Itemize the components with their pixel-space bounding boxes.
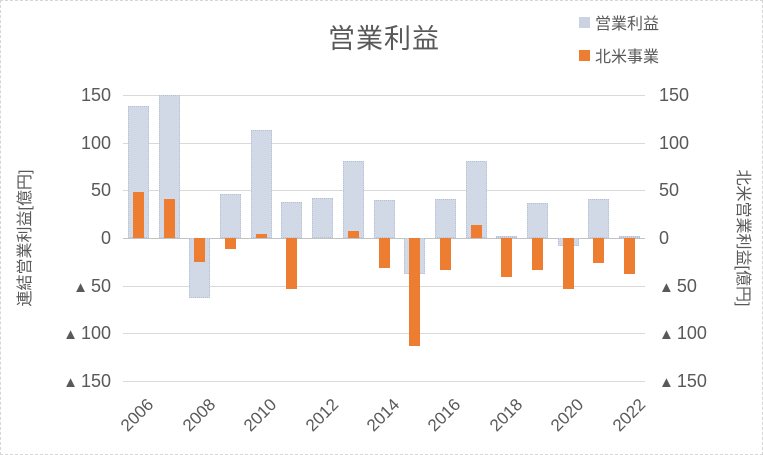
bar-north-america-2013 xyxy=(348,231,359,238)
bar-operating-profit-2012 xyxy=(312,198,333,238)
bar-north-america-2007 xyxy=(164,199,175,238)
plot-area xyxy=(123,95,645,382)
x-axis-tick-label: 2006 xyxy=(117,395,158,436)
bar-operating-profit-2016 xyxy=(435,199,456,238)
negative-triangle-icon: ▲ xyxy=(63,326,81,343)
negative-triangle-icon: ▲ xyxy=(659,279,677,296)
bar-north-america-2022 xyxy=(624,238,635,274)
y-axis-tick-label-left: 50 xyxy=(90,180,111,200)
x-axis-tick-label: 2018 xyxy=(486,395,527,436)
y-axis-tick-label-right: 50 xyxy=(659,180,680,200)
bar-north-america-2011 xyxy=(286,238,297,289)
y-axis-tick-label-right: 100 xyxy=(659,133,690,153)
x-axis-tick-label: 2014 xyxy=(363,395,404,436)
chart-title: 営業利益 xyxy=(328,24,440,54)
bar-north-america-2017 xyxy=(471,225,482,238)
legend-label: 営業利益 xyxy=(595,16,660,33)
x-axis-tick-label: 2008 xyxy=(179,395,220,436)
negative-triangle-icon: ▲ xyxy=(73,279,91,296)
negative-triangle-icon: ▲ xyxy=(659,374,677,391)
y-axis-tick-label-right: ▲50 xyxy=(659,276,697,296)
bar-north-america-2010 xyxy=(256,234,267,238)
gridline xyxy=(123,190,645,191)
bar-operating-profit-2010 xyxy=(251,130,272,238)
bar-north-america-2008 xyxy=(194,238,205,262)
bar-north-america-2018 xyxy=(501,238,512,277)
y-axis-tick-label-right: ▲150 xyxy=(659,371,707,391)
x-axis-tick-label: 2022 xyxy=(609,395,650,436)
bar-operating-profit-2013 xyxy=(343,161,364,238)
x-axis-tick-label: 2012 xyxy=(302,395,343,436)
legend-swatch-orange xyxy=(579,49,590,61)
bar-north-america-2019 xyxy=(532,238,543,270)
negative-triangle-icon: ▲ xyxy=(659,326,677,343)
bar-north-america-2014 xyxy=(379,238,390,268)
bar-operating-profit-2022 xyxy=(619,236,640,238)
right-axis-title: 北米営業利益[億円] xyxy=(734,169,751,307)
left-axis-title: 連結営業利益[億円] xyxy=(17,169,34,307)
y-axis-tick-label-right: ▲100 xyxy=(659,323,707,343)
y-axis-tick-label-left: 150 xyxy=(80,85,111,105)
bar-north-america-2021 xyxy=(593,238,604,263)
legend-label: 北米事業 xyxy=(595,49,660,66)
bar-north-america-2009 xyxy=(225,238,236,249)
gridline xyxy=(123,143,645,144)
y-axis-tick-label-right: 150 xyxy=(659,85,690,105)
legend: 営業利益 北米事業 xyxy=(579,11,659,77)
bar-operating-profit-2021 xyxy=(588,199,609,238)
x-axis-tick-label: 2016 xyxy=(424,395,465,436)
y-axis-tick-label-right: 0 xyxy=(659,228,670,248)
y-axis-tick-label-left: ▲50 xyxy=(73,276,111,296)
y-axis-tick-label-left: 0 xyxy=(100,228,111,248)
bar-operating-profit-2011 xyxy=(281,202,302,238)
bar-operating-profit-2009 xyxy=(220,194,241,238)
gridline xyxy=(123,286,645,287)
bar-north-america-2016 xyxy=(440,238,451,270)
bar-operating-profit-2014 xyxy=(374,200,395,238)
bar-north-america-2006 xyxy=(133,192,144,238)
x-axis-tick-label: 2010 xyxy=(240,395,281,436)
legend-item-north-america: 北米事業 xyxy=(579,44,659,66)
x-axis-tick-label: 2020 xyxy=(547,395,588,436)
y-axis-tick-label-left: ▲100 xyxy=(63,323,111,343)
gridline xyxy=(123,381,645,382)
gridline xyxy=(123,333,645,334)
gridline xyxy=(123,95,645,96)
bar-north-america-2020 xyxy=(563,238,574,289)
bar-operating-profit-2018 xyxy=(496,236,517,238)
y-axis-tick-label-left: 100 xyxy=(80,133,111,153)
y-axis-tick-label-left: ▲150 xyxy=(63,371,111,391)
negative-triangle-icon: ▲ xyxy=(63,374,81,391)
legend-swatch-gray xyxy=(579,16,590,28)
legend-item-operating-profit: 営業利益 xyxy=(579,11,659,33)
bar-north-america-2015 xyxy=(409,238,420,346)
bar-operating-profit-2019 xyxy=(527,203,548,238)
